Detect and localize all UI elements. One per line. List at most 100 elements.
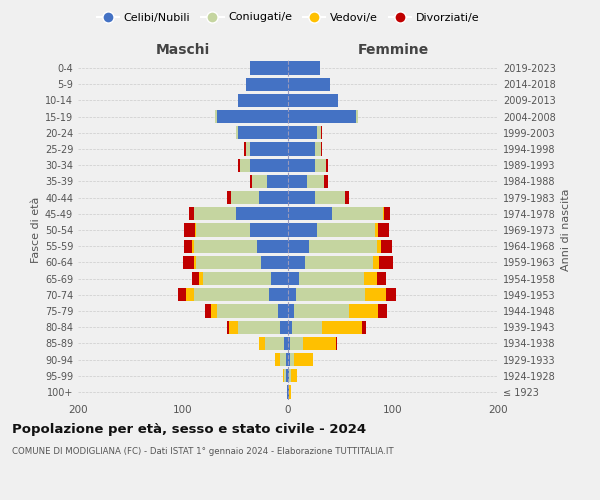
- Bar: [280, 320, 288, 334]
- Bar: [217, 110, 288, 124]
- Bar: [265, 336, 284, 350]
- Bar: [289, 386, 291, 398]
- Bar: [257, 240, 288, 253]
- Text: Femmine: Femmine: [358, 42, 428, 56]
- Bar: [196, 256, 260, 269]
- Y-axis label: Fasce di età: Fasce di età: [31, 197, 41, 263]
- Bar: [286, 353, 288, 366]
- Bar: [193, 288, 269, 302]
- Bar: [316, 191, 345, 204]
- Bar: [193, 240, 257, 253]
- Bar: [295, 304, 349, 318]
- Bar: [235, 126, 238, 140]
- Bar: [250, 142, 288, 156]
- Bar: [317, 224, 375, 236]
- Bar: [267, 175, 288, 188]
- Bar: [377, 272, 386, 285]
- Bar: [288, 256, 305, 269]
- Bar: [199, 272, 203, 285]
- Bar: [217, 304, 277, 318]
- Bar: [246, 78, 288, 91]
- Bar: [250, 158, 288, 172]
- Bar: [316, 142, 320, 156]
- Bar: [290, 336, 303, 350]
- Bar: [288, 369, 289, 382]
- Bar: [238, 126, 288, 140]
- Bar: [289, 369, 291, 382]
- Bar: [269, 288, 288, 302]
- Bar: [307, 175, 324, 188]
- Bar: [386, 288, 396, 302]
- Bar: [288, 304, 295, 318]
- Bar: [211, 304, 217, 318]
- Bar: [259, 336, 265, 350]
- Bar: [382, 240, 392, 253]
- Bar: [203, 272, 271, 285]
- Bar: [284, 336, 288, 350]
- Bar: [229, 320, 238, 334]
- Bar: [361, 320, 366, 334]
- Bar: [238, 320, 280, 334]
- Bar: [288, 272, 299, 285]
- Text: COMUNE DI MODIGLIANA (FC) - Dati ISTAT 1° gennaio 2024 - Elaborazione TUTTITALIA: COMUNE DI MODIGLIANA (FC) - Dati ISTAT 1…: [12, 448, 394, 456]
- Bar: [356, 110, 358, 124]
- Bar: [232, 191, 259, 204]
- Bar: [259, 191, 288, 204]
- Bar: [288, 110, 356, 124]
- Bar: [250, 62, 288, 74]
- Bar: [383, 207, 390, 220]
- Bar: [309, 240, 377, 253]
- Bar: [305, 256, 373, 269]
- Bar: [277, 304, 288, 318]
- Bar: [193, 207, 235, 220]
- Bar: [316, 158, 326, 172]
- Bar: [244, 142, 246, 156]
- Bar: [184, 224, 194, 236]
- Bar: [280, 353, 286, 366]
- Bar: [286, 369, 288, 382]
- Bar: [227, 191, 232, 204]
- Bar: [299, 272, 364, 285]
- Bar: [365, 288, 386, 302]
- Bar: [253, 175, 267, 188]
- Bar: [215, 110, 217, 124]
- Text: Maschi: Maschi: [156, 42, 210, 56]
- Bar: [320, 126, 322, 140]
- Bar: [284, 369, 286, 382]
- Bar: [227, 320, 229, 334]
- Bar: [288, 126, 317, 140]
- Bar: [345, 191, 349, 204]
- Bar: [238, 94, 288, 107]
- Bar: [288, 320, 292, 334]
- Bar: [379, 256, 393, 269]
- Bar: [375, 224, 379, 236]
- Bar: [320, 142, 322, 156]
- Bar: [303, 336, 337, 350]
- Bar: [271, 272, 288, 285]
- Bar: [260, 256, 288, 269]
- Bar: [324, 175, 328, 188]
- Bar: [250, 224, 288, 236]
- Bar: [178, 288, 186, 302]
- Bar: [377, 240, 382, 253]
- Bar: [288, 94, 338, 107]
- Bar: [322, 320, 362, 334]
- Bar: [184, 240, 193, 253]
- Bar: [326, 158, 328, 172]
- Bar: [288, 158, 316, 172]
- Bar: [317, 126, 320, 140]
- Bar: [290, 353, 295, 366]
- Bar: [288, 142, 316, 156]
- Y-axis label: Anni di nascita: Anni di nascita: [561, 188, 571, 271]
- Bar: [287, 386, 288, 398]
- Bar: [193, 272, 199, 285]
- Bar: [288, 336, 290, 350]
- Text: Popolazione per età, sesso e stato civile - 2024: Popolazione per età, sesso e stato civil…: [12, 422, 366, 436]
- Bar: [364, 272, 377, 285]
- Legend: Celibi/Nubili, Coniugati/e, Vedovi/e, Divorziati/e: Celibi/Nubili, Coniugati/e, Vedovi/e, Di…: [92, 8, 484, 27]
- Bar: [288, 207, 332, 220]
- Bar: [288, 240, 309, 253]
- Bar: [288, 224, 317, 236]
- Bar: [288, 353, 290, 366]
- Bar: [246, 142, 250, 156]
